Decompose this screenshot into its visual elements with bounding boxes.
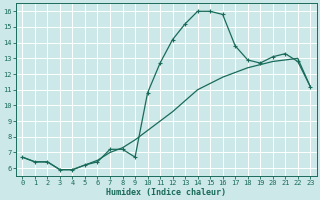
X-axis label: Humidex (Indice chaleur): Humidex (Indice chaleur) [106,188,226,197]
